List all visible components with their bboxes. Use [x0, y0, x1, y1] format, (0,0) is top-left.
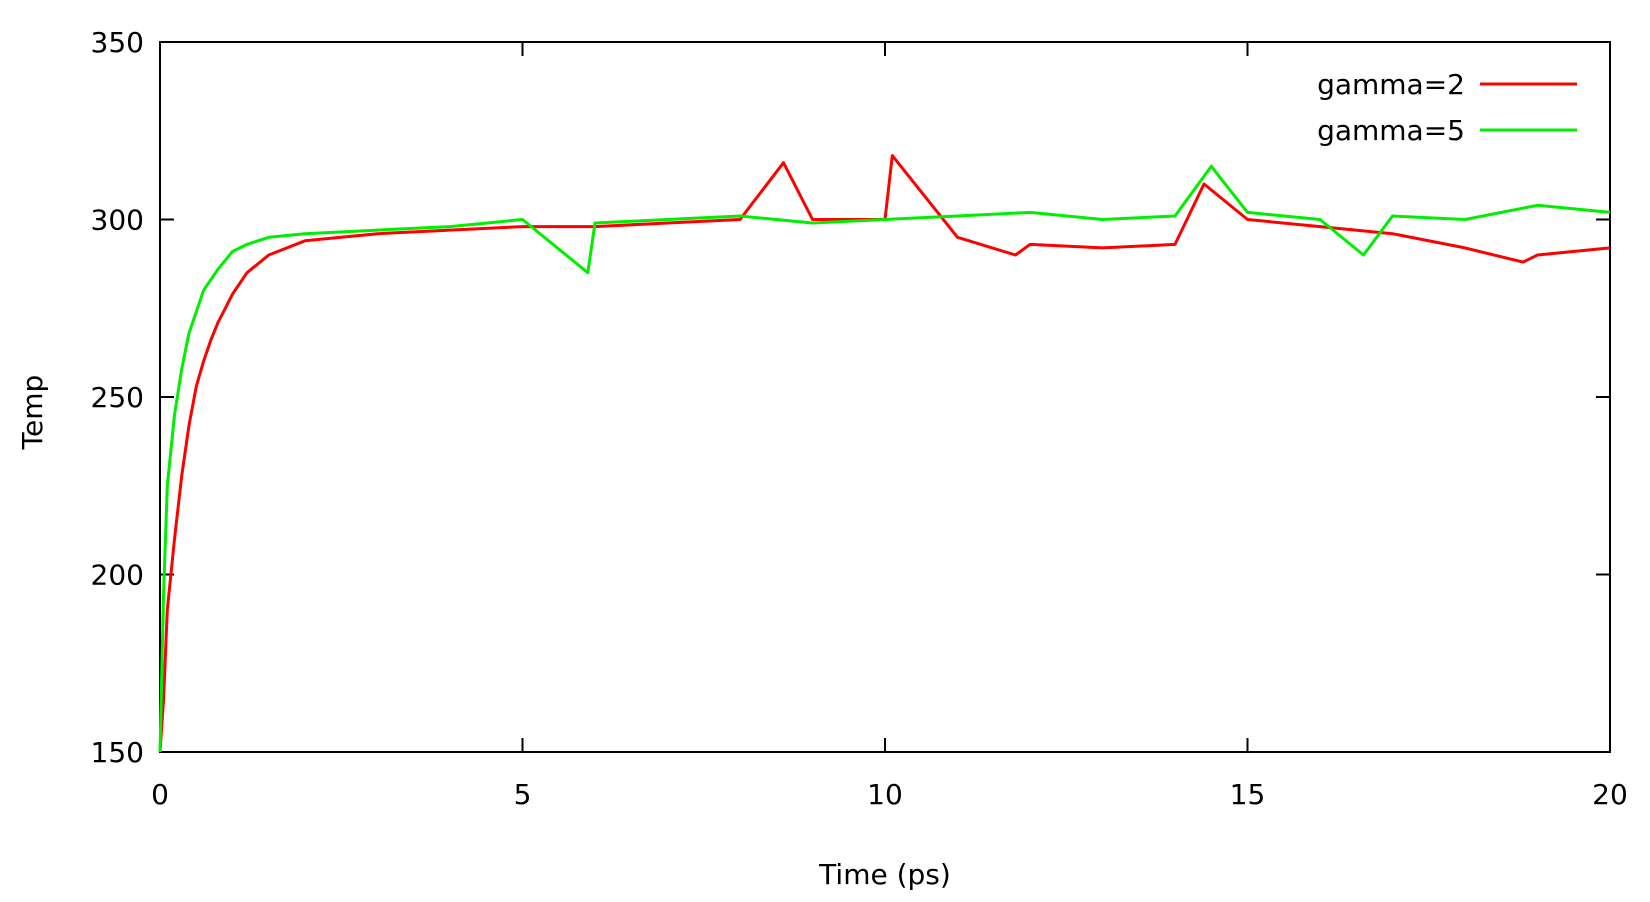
y-tick-label: 200 — [91, 559, 144, 592]
series-line-1 — [158, 154, 1611, 753]
x-tick-label: 5 — [514, 778, 532, 811]
legend: gamma=2 gamma=5 — [1317, 68, 1577, 147]
y-tick-label: 350 — [91, 26, 144, 59]
series-layer — [158, 154, 1611, 753]
x-tick-label: 15 — [1230, 778, 1266, 811]
axis-ticks — [159, 41, 1611, 753]
y-tick-label: 300 — [91, 204, 144, 237]
x-tick-label: 0 — [151, 778, 169, 811]
x-tick-label: 20 — [1592, 778, 1628, 811]
series-line-2 — [158, 164, 1611, 753]
y-tick-label: 150 — [91, 736, 144, 769]
y-axis-title: Temp — [16, 375, 49, 451]
legend-label-2: gamma=5 — [1317, 114, 1465, 147]
legend-label-1: gamma=2 — [1317, 68, 1465, 101]
x-axis-title: Time (ps) — [818, 858, 951, 891]
y-tick-label: 250 — [91, 381, 144, 414]
x-tick-label: 10 — [867, 778, 903, 811]
tick-labels: 0 5 10 15 20 150 200 250 300 350 — [91, 26, 1628, 811]
plot-frame — [159, 41, 1611, 753]
